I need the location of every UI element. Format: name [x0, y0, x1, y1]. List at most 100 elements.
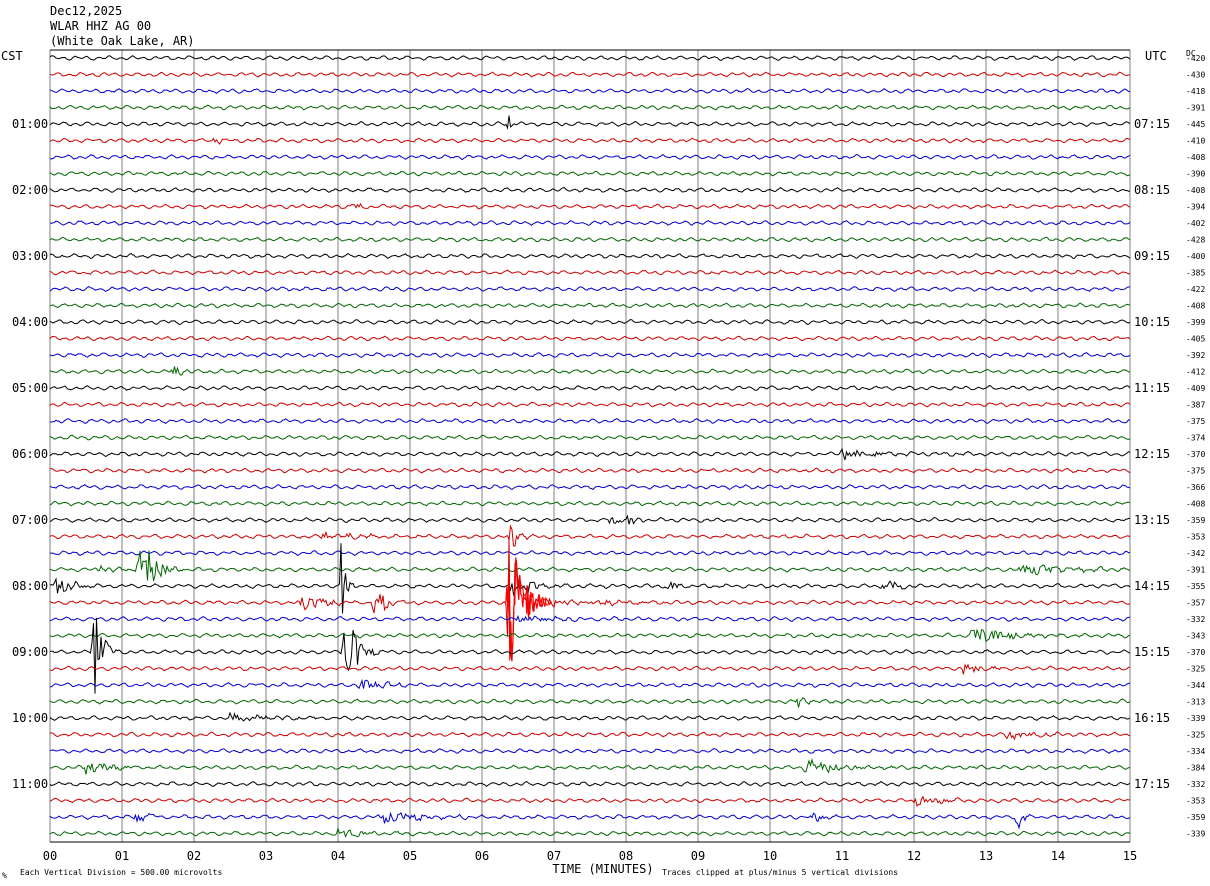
- dc-offset: -400: [1186, 252, 1205, 261]
- x-tick-label: 13: [979, 849, 993, 863]
- left-hour-label: 05:00: [12, 381, 48, 395]
- dc-offset: -387: [1186, 401, 1205, 410]
- dc-offset: -420: [1186, 54, 1205, 63]
- dc-offset: -390: [1186, 170, 1205, 179]
- header-location: (White Oak Lake, AR): [50, 34, 195, 48]
- trace-27: [49, 500, 1131, 507]
- trace-28: [49, 514, 1131, 525]
- trace-25: [49, 467, 1131, 474]
- x-tick-label: 12: [907, 849, 921, 863]
- trace-41: [49, 730, 1131, 741]
- dc-offset: -325: [1186, 665, 1205, 674]
- dc-offset: -408: [1186, 500, 1205, 509]
- trace-26: [49, 484, 1131, 490]
- right-hour-label: 09:15: [1134, 249, 1170, 263]
- dc-offset: -408: [1186, 302, 1205, 311]
- trace-45: [49, 795, 1131, 808]
- trace-5: [49, 137, 1131, 145]
- trace-11: [49, 236, 1131, 243]
- trace-group: [49, 55, 1131, 838]
- dc-offset: -370: [1186, 450, 1205, 459]
- trace-43: [49, 757, 1131, 775]
- dc-offset: -408: [1186, 153, 1205, 162]
- dc-offset: -392: [1186, 351, 1205, 360]
- trace-38: [49, 678, 1131, 690]
- left-hour-label: 04:00: [12, 315, 48, 329]
- dc-offset: -402: [1186, 219, 1205, 228]
- header-station: WLAR HHZ AG 00: [50, 19, 151, 33]
- trace-23: [49, 434, 1131, 441]
- x-tick-label: 15: [1123, 849, 1137, 863]
- trace-22: [49, 418, 1131, 424]
- dc-offset: -325: [1186, 731, 1205, 740]
- dc-offset: -374: [1186, 434, 1205, 443]
- trace-4: [49, 115, 1131, 131]
- trace-37: [49, 663, 1131, 675]
- dc-offset: -391: [1186, 104, 1205, 113]
- scale-note: Each Vertical Division = 500.00 microvol…: [20, 868, 222, 877]
- right-hour-label: 08:15: [1134, 183, 1170, 197]
- dc-offset: -445: [1186, 120, 1205, 129]
- trace-17: [49, 335, 1131, 342]
- dc-offset: -375: [1186, 467, 1205, 476]
- x-tick-label: 07: [547, 849, 561, 863]
- trace-15: [49, 302, 1131, 309]
- trace-1: [49, 71, 1131, 78]
- dc-offset: -366: [1186, 483, 1205, 492]
- trace-29: [49, 524, 1131, 547]
- right-hour-label: 12:15: [1134, 447, 1170, 461]
- dc-offset: -342: [1186, 549, 1205, 558]
- trace-24: [49, 447, 1131, 461]
- left-hour-label: 03:00: [12, 249, 48, 263]
- dc-offset: -391: [1186, 566, 1205, 575]
- dc-offset: -359: [1186, 516, 1205, 525]
- left-hour-label: 10:00: [12, 711, 48, 725]
- dc-offset: -399: [1186, 318, 1205, 327]
- right-hour-label: 16:15: [1134, 711, 1170, 725]
- dc-offset: -359: [1186, 813, 1205, 822]
- trace-7: [49, 170, 1131, 177]
- right-timezone-label: UTC: [1145, 49, 1167, 63]
- dc-offset: -405: [1186, 335, 1205, 344]
- vertical-grid: [49, 49, 1131, 843]
- trace-18: [49, 352, 1131, 359]
- dc-offset: -313: [1186, 698, 1205, 707]
- x-axis-ticks: 00 01 02 03 04 05 06 07 08 09 10 11 12 13 14 15: [43, 849, 1137, 863]
- left-timezone-label: CST: [1, 49, 23, 63]
- trace-35: [49, 628, 1131, 643]
- dc-offset: -428: [1186, 236, 1205, 245]
- x-axis-label: TIME (MINUTES): [552, 862, 653, 876]
- trace-39: [49, 697, 1131, 708]
- trace-12: [49, 252, 1131, 260]
- right-hour-label: 14:15: [1134, 579, 1170, 593]
- trace-46: [49, 811, 1131, 830]
- right-hour-label: 13:15: [1134, 513, 1170, 527]
- x-tick-label: 03: [259, 849, 273, 863]
- trace-10: [49, 219, 1131, 226]
- trace-36: [49, 617, 1131, 694]
- trace-3: [49, 104, 1131, 111]
- right-hour-label: 15:15: [1134, 645, 1170, 659]
- left-hour-label: 11:00: [12, 777, 48, 791]
- trace-34: [49, 614, 1131, 622]
- trace-9: [49, 202, 1131, 210]
- trace-0: [49, 55, 1131, 61]
- dc-offset: -394: [1186, 203, 1205, 212]
- right-hour-label: 10:15: [1134, 315, 1170, 329]
- dc-offset: -332: [1186, 615, 1205, 624]
- dc-offset: -384: [1186, 764, 1205, 773]
- x-tick-label: 01: [115, 849, 129, 863]
- dc-offset: -375: [1186, 417, 1205, 426]
- trace-20: [49, 385, 1131, 392]
- x-tick-label: 11: [835, 849, 849, 863]
- dc-offset: -355: [1186, 582, 1205, 591]
- dc-offset: -370: [1186, 648, 1205, 657]
- trace-19: [49, 366, 1131, 376]
- dc-offset: -343: [1186, 632, 1205, 641]
- dc-header-label: DC: [1186, 49, 1196, 58]
- x-tick-label: 09: [691, 849, 705, 863]
- trace-14: [49, 286, 1131, 292]
- dc-offset: -332: [1186, 780, 1205, 789]
- right-hour-label: 17:15: [1134, 777, 1170, 791]
